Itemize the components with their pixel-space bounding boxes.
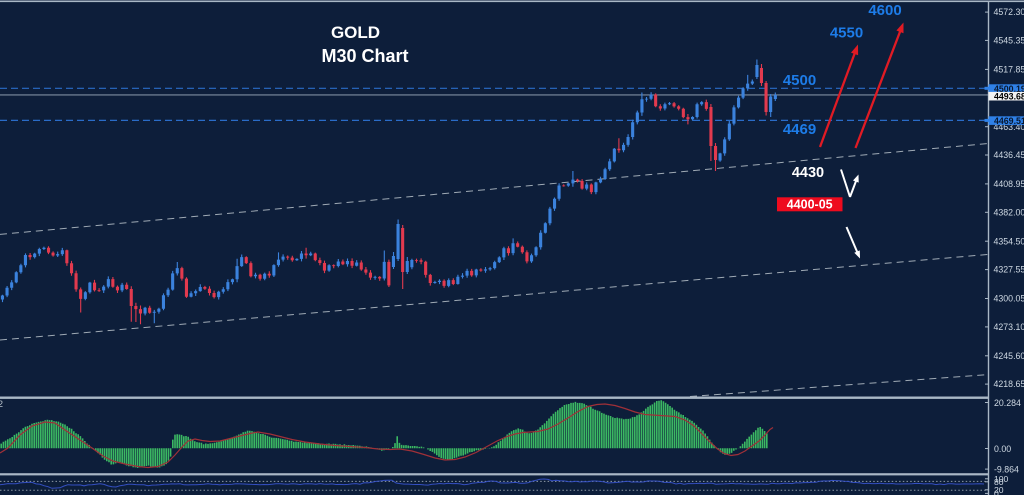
svg-text:4469: 4469 xyxy=(783,121,816,138)
svg-text:0.00: 0.00 xyxy=(994,444,1011,454)
svg-text:20: 20 xyxy=(994,485,1004,495)
svg-text:4273.10: 4273.10 xyxy=(994,322,1024,332)
svg-text:20.284: 20.284 xyxy=(994,398,1021,408)
svg-text:4572.30: 4572.30 xyxy=(994,7,1024,17)
svg-text:4600: 4600 xyxy=(868,2,901,19)
svg-text:4500: 4500 xyxy=(783,72,816,89)
svg-text:GOLD: GOLD xyxy=(331,23,380,42)
svg-text:100: 100 xyxy=(994,474,1009,484)
svg-text:4469.51: 4469.51 xyxy=(994,116,1024,126)
svg-text:4463.40: 4463.40 xyxy=(994,122,1024,132)
svg-text:0: 0 xyxy=(994,488,999,495)
svg-text:4382.00: 4382.00 xyxy=(994,207,1024,217)
svg-text:4430: 4430 xyxy=(792,165,824,181)
svg-text:4500.19: 4500.19 xyxy=(994,84,1024,94)
svg-text:4245.60: 4245.60 xyxy=(994,351,1024,361)
svg-text:4436.45: 4436.45 xyxy=(994,150,1024,160)
svg-text:-9.864: -9.864 xyxy=(994,465,1019,475)
svg-text:4327.55: 4327.55 xyxy=(994,265,1024,275)
svg-text:4400-05: 4400-05 xyxy=(787,197,833,211)
svg-text:4550: 4550 xyxy=(830,25,863,42)
svg-text:4517.85: 4517.85 xyxy=(994,65,1024,75)
svg-text:4300.05: 4300.05 xyxy=(994,294,1024,304)
svg-text:M30 Chart: M30 Chart xyxy=(321,46,408,66)
svg-text:4354.50: 4354.50 xyxy=(994,236,1024,246)
svg-text:4493.68: 4493.68 xyxy=(994,92,1024,102)
svg-text:4408.95: 4408.95 xyxy=(994,179,1024,189)
svg-text:80: 80 xyxy=(994,477,1004,487)
svg-text:4218.65: 4218.65 xyxy=(994,379,1024,389)
svg-text:4545.35: 4545.35 xyxy=(994,36,1024,46)
svg-text:2: 2 xyxy=(0,399,3,409)
